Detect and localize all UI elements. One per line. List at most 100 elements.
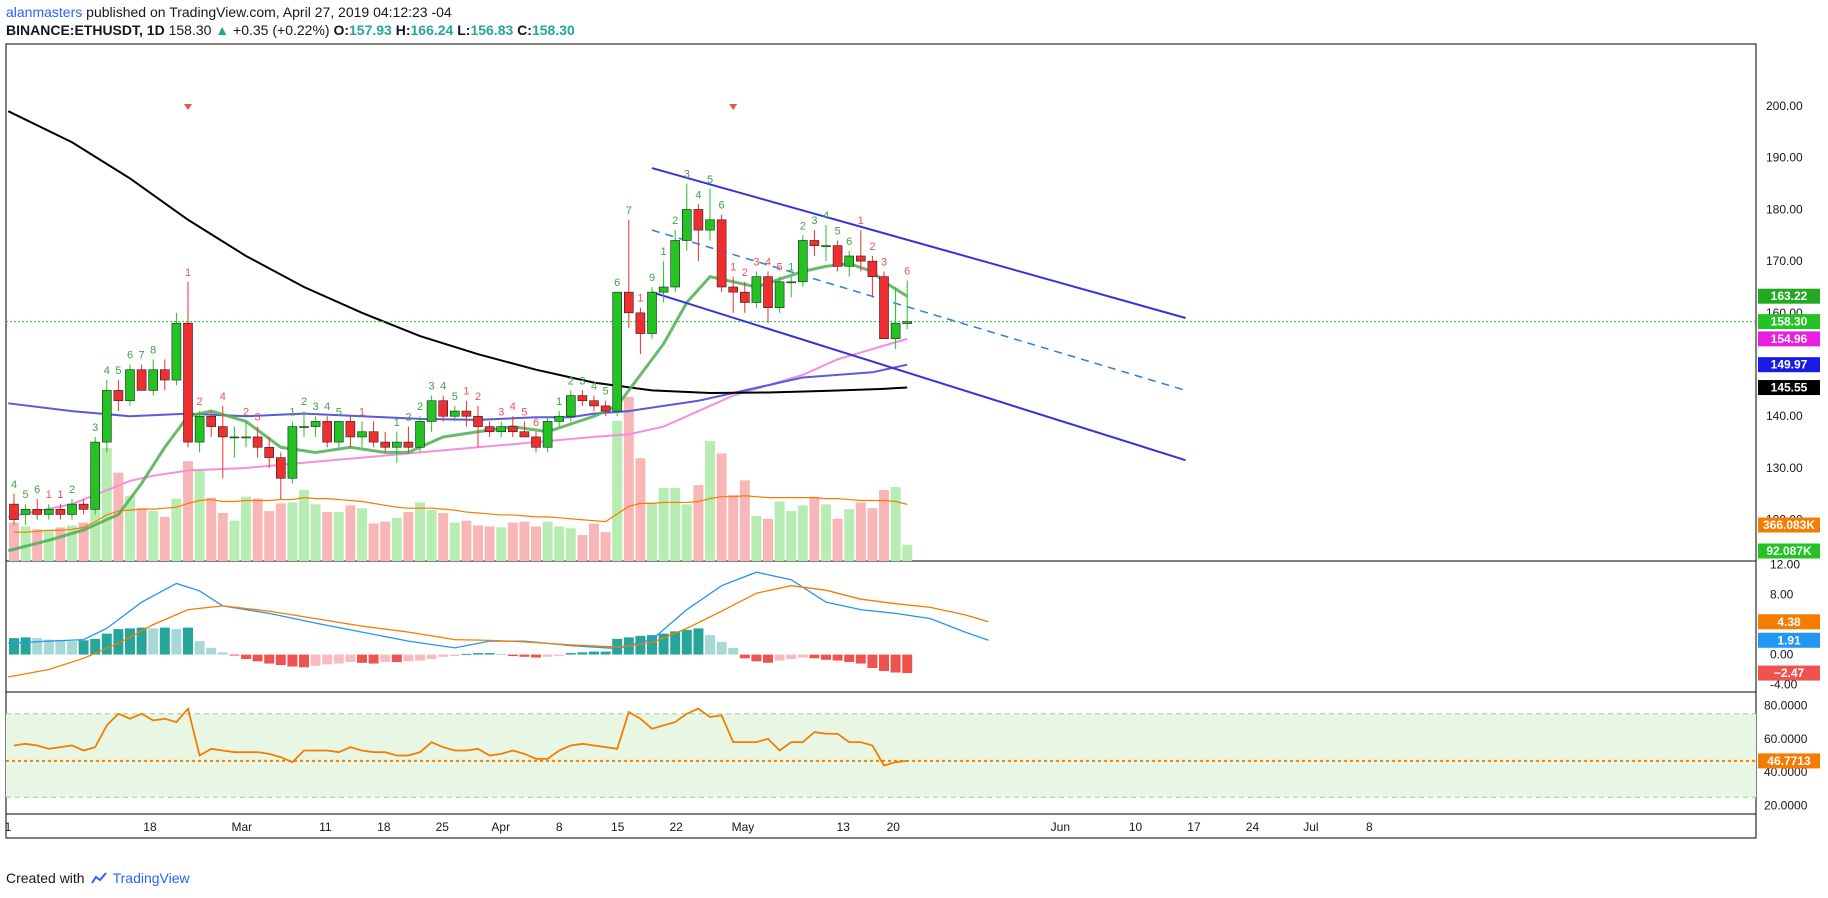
candle-body	[531, 436, 541, 448]
macd-histogram-bar	[542, 654, 553, 657]
macd-histogram-bar	[554, 654, 565, 657]
macd-histogram-bar	[647, 635, 657, 655]
candle-body	[206, 415, 216, 427]
macd-histogram-bar	[67, 641, 77, 655]
candle-body	[600, 405, 611, 412]
candle-body	[426, 400, 437, 422]
volume-bar	[832, 518, 843, 561]
macd-histogram-bar	[241, 654, 251, 660]
volume-bar	[78, 522, 89, 561]
candle-body	[565, 395, 576, 417]
volume-bar	[855, 502, 866, 561]
volume-bar	[43, 530, 54, 561]
volume-bar	[357, 508, 367, 561]
td-count-label: 2	[405, 412, 411, 424]
time-tick-label: 15	[611, 820, 625, 834]
volume-bar	[9, 522, 19, 561]
volume-bar	[206, 497, 217, 561]
td-count-label: 3	[498, 406, 504, 418]
volume-bar	[623, 396, 634, 561]
macd-histogram-bar	[797, 654, 808, 658]
time-tick-label: 17	[1187, 820, 1201, 834]
macd-histogram-bar	[705, 635, 715, 655]
volume-bar	[739, 480, 750, 561]
td-count-label: 4	[11, 479, 17, 491]
volume-bar	[67, 525, 77, 561]
volume-bar	[751, 515, 762, 561]
up-arrow-icon: ▲	[215, 22, 230, 38]
macd-histogram-bar	[855, 654, 866, 664]
candle-body	[554, 415, 565, 422]
macd-histogram-bar	[739, 654, 750, 659]
macd-tick-label: 12.00	[1770, 558, 1800, 572]
volume-bar	[32, 529, 43, 561]
channel-upper-line[interactable]	[651, 167, 1186, 319]
td-count-label: 3	[313, 401, 319, 413]
macd-histogram-bar	[43, 639, 54, 655]
channel-mid-line[interactable]	[651, 229, 1186, 392]
candle-body	[681, 209, 692, 241]
candle-body	[9, 503, 19, 520]
candle-body	[368, 431, 379, 443]
rsi-tick-label: 60.0000	[1764, 732, 1808, 746]
macd-histogram-bar	[217, 652, 228, 655]
candle-body	[821, 245, 831, 247]
candle-body	[879, 276, 889, 339]
candle-body	[797, 240, 808, 283]
candle-body	[438, 400, 449, 417]
price-badge: 154.96	[1771, 332, 1808, 346]
candle-body	[484, 426, 495, 433]
price-badge: 163.22	[1771, 289, 1808, 303]
price-badge: 145.55	[1771, 381, 1808, 395]
volume-bar	[484, 526, 495, 561]
volume-bar	[705, 441, 715, 561]
macd-histogram-bar	[322, 654, 333, 665]
macd-histogram-bar	[670, 631, 681, 655]
candle-body	[705, 219, 715, 231]
close-label: C:	[517, 22, 532, 38]
channel-lower-line[interactable]	[651, 291, 1186, 462]
volume-bar	[879, 489, 889, 561]
sell-triangle-icon	[184, 104, 192, 110]
price-tick-label: 130.00	[1766, 461, 1803, 475]
volume-bar	[519, 521, 530, 561]
author-link[interactable]: alanmasters	[6, 4, 83, 20]
time-tick-label: 1	[5, 820, 12, 834]
macd-histogram-bar	[20, 637, 31, 655]
volume-bar	[589, 523, 599, 561]
volume-bar	[101, 447, 112, 561]
price-tick-label: 190.00	[1766, 151, 1803, 165]
candle-body	[774, 281, 785, 308]
macd-histogram-bar	[206, 647, 217, 655]
candle-body	[670, 240, 681, 288]
candle-body	[867, 260, 878, 277]
volume-bar	[681, 504, 692, 561]
td-count-label: 5	[115, 365, 121, 377]
volume-bar	[774, 501, 785, 561]
tradingview-brand-link[interactable]: TradingView	[112, 870, 190, 886]
time-tick-label: 24	[1246, 820, 1260, 834]
td-count-label: 7	[626, 205, 632, 217]
candle-body	[322, 421, 333, 443]
volume-bar	[612, 420, 623, 561]
candle-body	[635, 312, 646, 334]
volume-bar	[449, 522, 460, 561]
td-count-label: 1	[359, 406, 365, 418]
macd-histogram-bar	[809, 654, 820, 659]
volume-bar	[426, 510, 437, 561]
td-count-label: 2	[869, 241, 875, 253]
td-count-label: 1	[730, 262, 736, 274]
macd-badge: 4.38	[1777, 615, 1801, 629]
volume-bar	[125, 495, 135, 561]
macd-badge-bg	[1758, 614, 1820, 630]
macd-badge: 1.91	[1777, 633, 1801, 647]
candle-body	[577, 395, 588, 402]
candle-body	[612, 291, 623, 412]
volume-bar	[171, 498, 182, 561]
time-tick-label: 8	[556, 820, 563, 834]
volume-bar	[554, 526, 565, 561]
td-count-label: 7	[139, 350, 145, 362]
ma-pink-line	[8, 337, 908, 519]
rsi-band-fill	[6, 713, 1756, 798]
